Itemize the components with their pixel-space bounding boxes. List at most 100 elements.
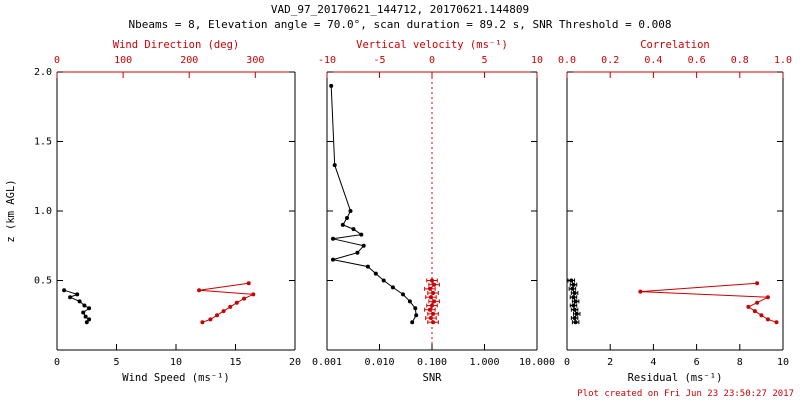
data-point-vertical-velocity [430,303,434,308]
data-point-snr-profile [373,271,378,276]
series-snr-profile [330,85,417,323]
data-point-snr-profile [381,278,386,283]
data-point-vertical-velocity [430,278,434,283]
bottom-tick-label: 10.000 [519,357,555,368]
bottom-axis-title: Residual (ms⁻¹) [628,372,723,384]
top-tick-label: 0.6 [688,55,706,66]
top-tick-label: 0.2 [601,55,619,66]
data-point-wind-speed [82,303,87,308]
data-point-wind-direction [200,320,205,325]
y-tick-label: 0.5 [34,276,52,287]
data-point-snr-profile [401,292,405,297]
bottom-tick-label: 6 [694,357,700,368]
data-point-vertical-velocity [427,307,432,312]
top-tick-label: 10 [531,55,543,66]
data-point-correlation [765,317,770,322]
data-point-wind-speed [75,292,80,297]
top-tick-label: 0.8 [731,55,749,66]
data-point-vertical-velocity [431,320,436,325]
data-point-wind-direction [251,292,256,297]
top-axis-title: Vertical velocity (ms⁻¹) [356,39,508,51]
top-axis-title: Correlation [640,39,710,51]
series-wind-speed [63,289,91,323]
bottom-tick-label: 4 [650,357,656,368]
data-point-correlation [755,281,760,286]
bottom-tick-label: 0 [564,357,570,368]
panel-residual: 0 2 4 6 8 10 Residual (ms⁻¹) 0.0 0.2 0.4 0.6 0.8 1.0… [558,39,792,384]
data-point-snr-profile [345,216,349,220]
data-point-snr-profile [340,222,345,227]
data-point-vertical-velocity [431,291,436,295]
data-point-residual-profile [572,291,577,295]
top-tick-label: 0.0 [558,55,576,66]
data-point-correlation [752,309,757,314]
data-point-residual-profile [573,299,578,304]
bottom-tick-label: 1.000 [469,357,499,368]
data-point-wind-speed [77,299,82,304]
data-point-snr-profile [331,257,335,262]
top-tick-label: -10 [318,55,336,66]
bottom-tick-label: 10 [170,357,182,368]
bottom-tick-label: 2 [607,357,613,368]
bottom-axis-title: Wind Speed (ms⁻¹) [122,372,229,384]
data-point-snr-profile [407,299,412,304]
data-point-vertical-velocity [432,299,437,304]
y-tick-label: 1.0 [34,206,52,217]
data-point-correlation [755,300,760,305]
plot-subtitle: Nbeams = 8, Elevation angle = 70.0°, sca… [128,18,672,31]
top-tick-label: -5 [373,55,385,66]
data-point-wind-speed [83,314,88,319]
top-tick-label: 100 [114,55,132,66]
data-point-residual-profile [573,320,578,325]
bottom-tick-label: 5 [113,357,119,368]
data-point-snr-profile [359,232,364,237]
data-point-vertical-velocity [428,316,433,320]
data-point-snr-profile [414,313,419,318]
bottom-tick-label: 0.100 [417,357,447,368]
data-point-snr-profile [329,83,334,88]
data-point-vertical-velocity [428,295,433,300]
data-point-vertical-velocity [432,282,437,287]
top-tick-label: 0 [54,55,60,66]
top-axis-title: Wind Direction (deg) [113,39,239,51]
bottom-tick-label: 0.010 [364,357,394,368]
top-tick-label: 0 [429,55,435,66]
bottom-tick-label: 10 [777,357,789,368]
data-point-wind-direction [228,304,233,309]
data-point-snr-profile [365,264,370,269]
data-point-correlation [774,320,779,325]
data-point-residual-profile [571,295,576,300]
data-point-wind-speed [87,317,92,322]
bottom-tick-label: 8 [737,357,743,368]
panel-snr: 0.001 0.010 0.100 1.000 10.000 SNR -10 -5 0 5 10 Ve… [312,39,555,384]
data-point-correlation [765,295,770,300]
data-point-snr-profile [390,285,395,290]
bottom-axis-title: SNR [423,372,443,384]
data-point-wind-speed [68,295,73,300]
top-tick-label: 0.4 [644,55,662,66]
data-point-correlation [746,304,751,309]
data-point-snr-profile [331,236,335,241]
plot-created-timestamp: Plot created on Fri Jun 23 23:50:27 2017 [577,389,794,399]
data-point-residual-profile [571,282,576,287]
panel-wind: 0 5 10 15 20 Wind Speed (ms⁻¹) 0 100 200 300 Wind … [5,39,301,384]
data-point-wind-direction [208,317,213,322]
data-point-wind-speed [84,320,89,325]
data-point-vertical-velocity [427,286,432,291]
data-point-wind-direction [221,309,226,314]
data-point-snr-profile [348,209,353,213]
data-point-residual-profile [572,307,577,312]
bottom-tick-label: 0 [54,357,60,368]
y-tick-label: 1.5 [34,137,52,148]
data-point-wind-direction [242,296,247,301]
data-point-correlation [759,313,764,318]
data-point-residual-profile [569,278,574,283]
data-point-wind-direction [246,281,251,286]
data-point-residual-profile [570,286,575,291]
data-point-snr-profile [413,306,418,311]
data-point-residual-profile [574,311,579,316]
top-tick-label: 5 [481,55,487,66]
data-point-snr-profile [332,163,337,168]
data-point-snr-profile [361,243,366,248]
